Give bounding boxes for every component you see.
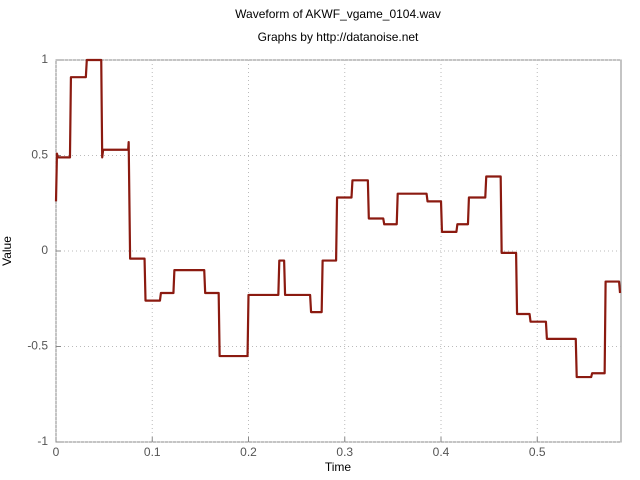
chart-subtitle: Graphs by http://datanoise.net [258, 30, 419, 44]
waveform-line [54, 58, 622, 379]
y-tick-label: -1 [37, 434, 48, 448]
x-axis-label: Time [325, 460, 352, 474]
y-tick-label: 0.5 [31, 148, 48, 162]
y-tick-label: 0 [41, 243, 48, 257]
x-tick-label: 0 [53, 445, 60, 459]
chart-title: Waveform of AKWF_vgame_0104.wav [235, 7, 441, 21]
y-axis-label: Value [0, 236, 14, 266]
x-tick-label: 0.2 [240, 445, 257, 459]
x-tick-label: 0.1 [144, 445, 161, 459]
y-tick-label: 1 [41, 52, 48, 66]
x-tick-label: 0.4 [433, 445, 450, 459]
x-tick-label: 0.3 [336, 445, 353, 459]
x-tick-label: 0.5 [529, 445, 546, 459]
y-tick-label: -0.5 [27, 339, 48, 353]
